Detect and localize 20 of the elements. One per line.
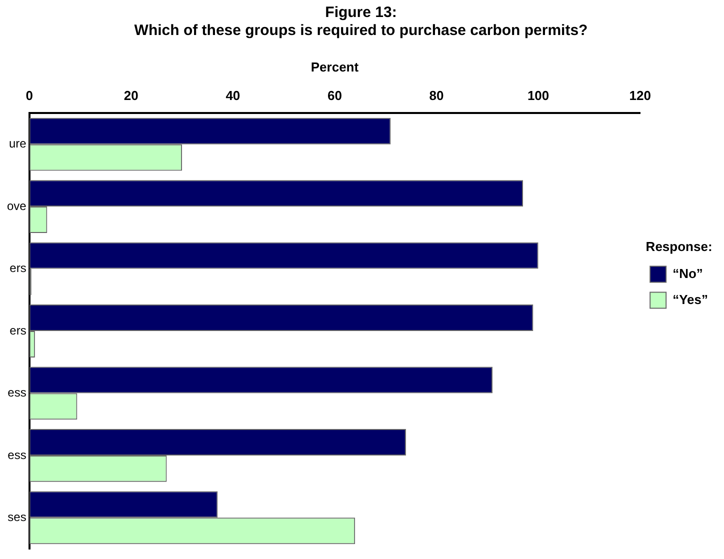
legend-label: “No”: [672, 266, 703, 281]
x-tick-label: 80: [429, 88, 444, 103]
y-tick-label: ess: [8, 448, 26, 462]
y-tick-label: ers: [10, 323, 26, 338]
x-tick-label: 0: [26, 88, 33, 103]
x-tick-label: 60: [327, 88, 342, 103]
x-tick-label: 120: [629, 88, 651, 103]
x-tick-label: 100: [527, 88, 550, 103]
y-tick-label: ess: [8, 386, 26, 400]
x-tick-label: 40: [226, 88, 240, 103]
x-axis-title: Percent: [310, 59, 360, 74]
x-tick-label: 20: [124, 88, 138, 103]
y-tick-label: ove: [6, 198, 27, 213]
text: Which of these groups is required to purchase carbon permits?: [134, 22, 588, 40]
y-tick-label: ses: [8, 510, 26, 524]
legend-label: “Yes”: [672, 292, 708, 307]
y-tick-label: ure: [9, 136, 27, 151]
legend-title: Response:: [646, 238, 712, 254]
y-tick-label: ers: [10, 261, 26, 276]
text: Figure 13:: [325, 4, 397, 22]
